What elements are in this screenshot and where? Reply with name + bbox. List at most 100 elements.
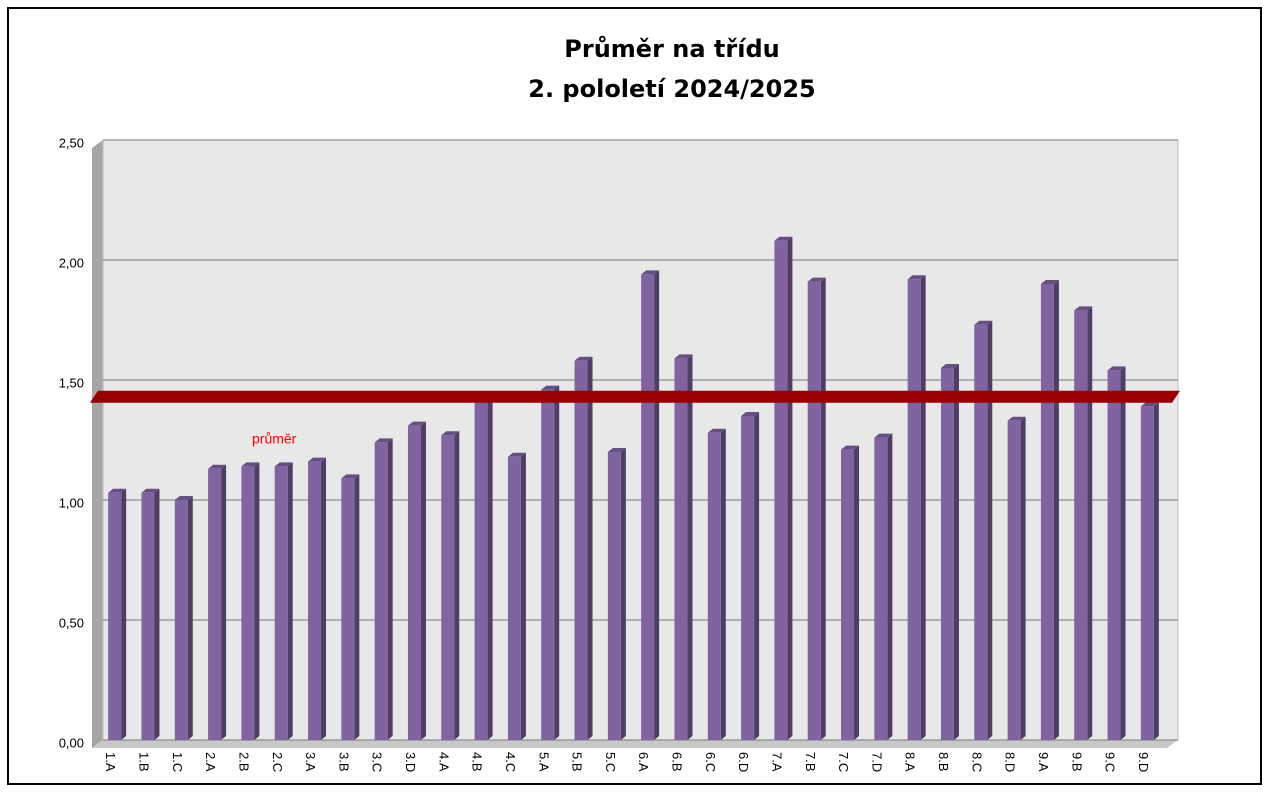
side-wall: [92, 140, 103, 748]
x-tick-label: 8.A: [903, 752, 918, 772]
bar: [641, 274, 655, 740]
bar-top: [174, 496, 193, 500]
bar-top: [274, 462, 293, 467]
bar-side: [187, 496, 193, 740]
bar-side: [487, 392, 493, 740]
bar-side: [787, 236, 793, 741]
bar-top: [907, 275, 926, 280]
bar: [674, 358, 688, 740]
bar: [574, 360, 588, 740]
x-tick-label: 7.C: [836, 752, 851, 772]
bar-top: [774, 236, 793, 241]
bar: [474, 396, 488, 740]
bar-top: [940, 364, 959, 368]
bar-top: [507, 452, 526, 457]
x-tick-label: 4.A: [436, 752, 451, 772]
x-tick-label: 1.A: [103, 752, 118, 772]
bar-side: [1020, 416, 1026, 740]
x-tick-label: 7.B: [803, 752, 818, 772]
bar-side: [1153, 402, 1159, 740]
bar-side: [121, 488, 127, 740]
bar: [507, 456, 521, 740]
bar: [1107, 370, 1121, 740]
bar-side: [953, 364, 959, 740]
x-tick-label: 8.B: [936, 752, 951, 772]
bar-top: [341, 474, 360, 479]
bar-side: [554, 385, 560, 740]
bar-top: [707, 428, 726, 433]
bar-top: [641, 270, 660, 275]
x-tick-label: 2.A: [203, 752, 218, 772]
bar-side: [987, 320, 993, 740]
bar-side: [287, 462, 293, 740]
bar: [1074, 310, 1088, 740]
chart-subtitle: 2. pololetí 2024/2025: [528, 75, 815, 103]
x-tick-label: 6.B: [670, 752, 685, 772]
bar-top: [741, 412, 760, 416]
x-tick-label: 9.B: [1069, 752, 1084, 772]
floor: [92, 740, 1178, 748]
bar-top: [974, 320, 993, 325]
x-tick-label: 5.C: [603, 752, 618, 772]
bar: [741, 416, 755, 740]
bar: [974, 324, 988, 740]
bar-top: [374, 438, 393, 443]
x-tick-label: 3.A: [303, 752, 318, 772]
x-tick-label: 9.D: [1136, 752, 1151, 772]
bar: [874, 437, 888, 740]
bar: [341, 478, 355, 740]
bar: [108, 492, 122, 740]
y-tick-label: 2,00: [59, 255, 84, 270]
x-tick-label: 3.D: [403, 752, 418, 772]
x-tick-label: 2.C: [270, 752, 285, 772]
bar-side: [620, 448, 626, 740]
x-tick-label: 6.A: [636, 752, 651, 772]
x-tick-label: 8.C: [969, 752, 984, 772]
bar: [174, 500, 188, 740]
bar: [940, 368, 954, 740]
x-tick-label: 1.C: [170, 752, 185, 772]
bar-side: [221, 464, 227, 740]
bar: [841, 449, 855, 740]
bar-side: [420, 421, 426, 740]
bar-side: [720, 428, 726, 740]
x-tick-label: 4.C: [503, 752, 518, 772]
bar: [607, 452, 621, 740]
average-line: [90, 390, 1180, 403]
bar-side: [454, 431, 460, 740]
y-tick-label: 1,00: [59, 495, 84, 510]
bar-top: [141, 488, 160, 493]
y-tick-label: 1,50: [59, 375, 84, 390]
bar-side: [154, 488, 160, 740]
y-tick-label: 0,00: [59, 735, 84, 750]
bar-top: [674, 354, 693, 359]
bar-side: [687, 354, 693, 740]
bar-top: [807, 277, 826, 282]
bar-top: [1107, 366, 1126, 371]
y-tick-label: 0,50: [59, 615, 84, 630]
bar: [274, 466, 288, 740]
bar-top: [441, 431, 460, 436]
bar: [807, 281, 821, 740]
x-tick-label: 3.C: [370, 752, 385, 772]
x-tick-label: 7.A: [769, 752, 784, 772]
bar-side: [854, 445, 860, 740]
bar-side: [254, 462, 260, 740]
bar: [308, 461, 322, 740]
bar-top: [208, 464, 227, 469]
bar-side: [387, 438, 393, 740]
bar-side: [1053, 280, 1059, 740]
bar-top: [607, 448, 626, 452]
bar-top: [108, 488, 127, 493]
bar-top: [1074, 306, 1093, 311]
bar: [1140, 406, 1154, 740]
x-tick-label: 9.A: [1036, 752, 1051, 772]
y-tick-label: 2,50: [59, 135, 84, 150]
x-tick-label: 3.B: [336, 752, 351, 772]
bar-top: [407, 421, 426, 426]
bar: [707, 432, 721, 740]
x-tick-label: 6.D: [736, 752, 751, 772]
bar-side: [820, 277, 826, 740]
bar-side: [520, 452, 526, 740]
x-tick-label: 5.A: [536, 752, 551, 772]
